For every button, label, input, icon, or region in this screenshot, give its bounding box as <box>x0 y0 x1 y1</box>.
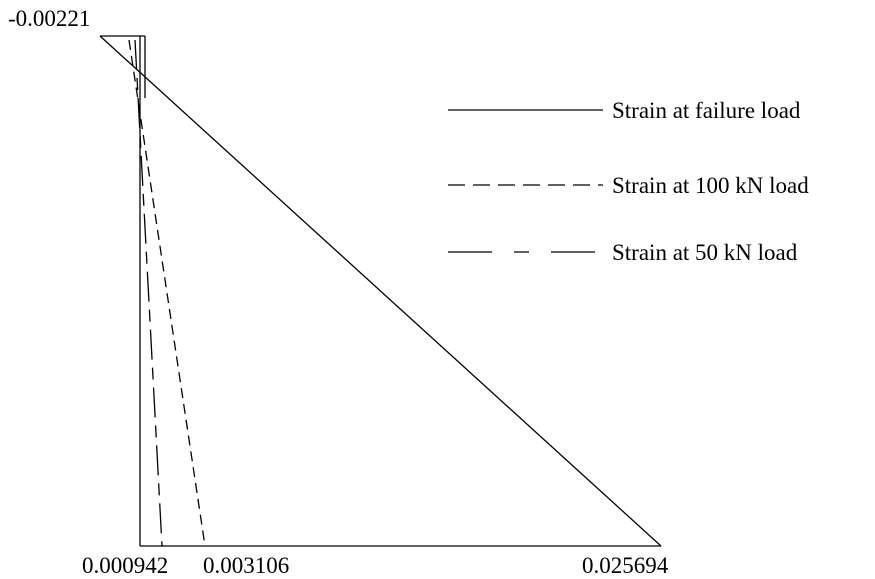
legend-label-100kn: Strain at 100 kN load <box>612 173 809 198</box>
failure-load-strain-line <box>99 35 662 547</box>
bottom-value-label-1: 0.000942 <box>82 553 168 578</box>
50kn-load-strain-line <box>134 39 163 547</box>
top-value-label: -0.00221 <box>8 6 90 31</box>
legend-label-50kn: Strain at 50 kN load <box>612 240 798 265</box>
100kn-load-strain-line <box>128 39 206 547</box>
legend-label-failure: Strain at failure load <box>612 98 801 123</box>
bottom-value-label-2: 0.003106 <box>203 553 289 578</box>
legend: Strain at failure load Strain at 100 kN … <box>448 98 809 265</box>
bottom-value-label-3: 0.025694 <box>582 553 669 578</box>
